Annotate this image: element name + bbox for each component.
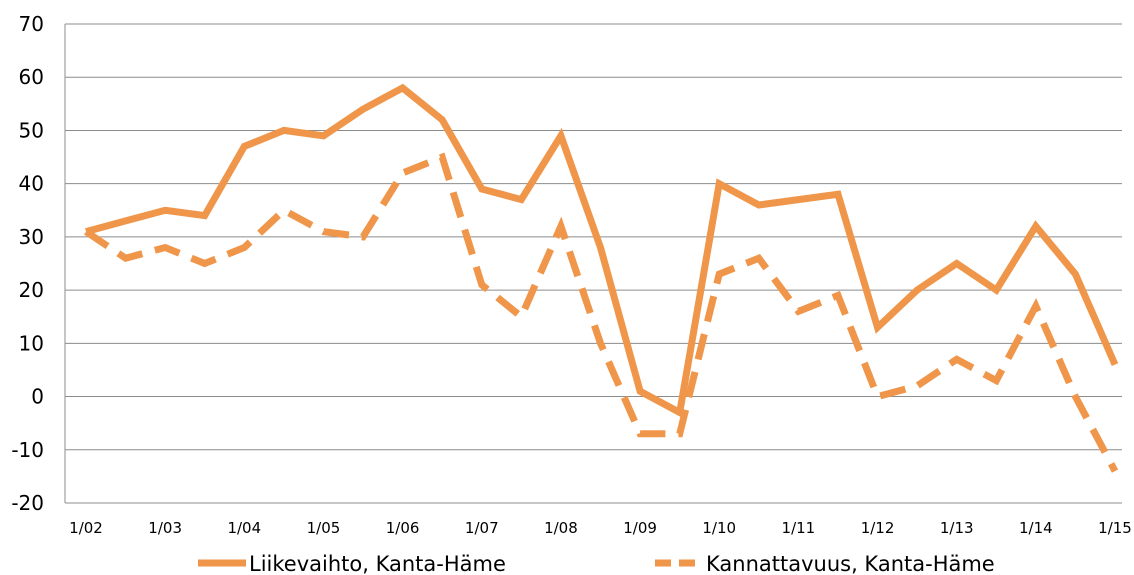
x-tick-label: 1/13 [940,519,974,537]
x-tick-label: 1/14 [1019,519,1053,537]
y-tick-label: 60 [19,65,44,89]
y-tick-label: -20 [11,491,44,515]
y-axis-ticks: 70 60 50 40 30 20 10 0 -10 -20 [11,12,44,515]
y-tick-label: -10 [11,438,44,462]
legend-label-liikevaihto: Liikevaihto, Kanta-Häme [249,552,506,575]
series-line-liikevaihto [85,83,1119,418]
x-tick-label: 1/05 [307,519,341,537]
legend: Liikevaihto, Kanta-Häme Kannattavuus, Ka… [198,552,995,575]
x-tick-label: 1/15 [1098,519,1132,537]
x-tick-label: 1/10 [702,519,736,537]
legend-label-kannattavuus: Kannattavuus, Kanta-Häme [706,552,995,575]
series-lines [84,83,1119,473]
y-tick-label: 40 [19,172,44,196]
y-tick-label: 70 [19,12,44,36]
x-tick-label: 1/09 [623,519,657,537]
x-tick-label: 1/03 [148,519,182,537]
y-tick-label: 10 [19,331,44,355]
y-tick-label: 50 [19,118,44,142]
y-tick-label: 0 [31,385,44,409]
x-tick-label: 1/02 [69,519,103,537]
x-tick-label: 1/07 [465,519,499,537]
series-line-kannattavuus [84,152,1119,473]
x-tick-label: 1/12 [861,519,895,537]
x-axis-ticks: 1/02 1/03 1/04 1/05 1/06 1/07 1/08 1/09 1/10 1/11… [69,519,1132,537]
x-tick-label: 1/04 [227,519,261,537]
x-tick-label: 1/08 [544,519,578,537]
y-tick-label: 30 [19,225,44,249]
y-tick-label: 20 [19,278,44,302]
gridlines [64,23,1122,504]
x-tick-label: 1/11 [782,519,816,537]
x-tick-label: 1/06 [386,519,420,537]
